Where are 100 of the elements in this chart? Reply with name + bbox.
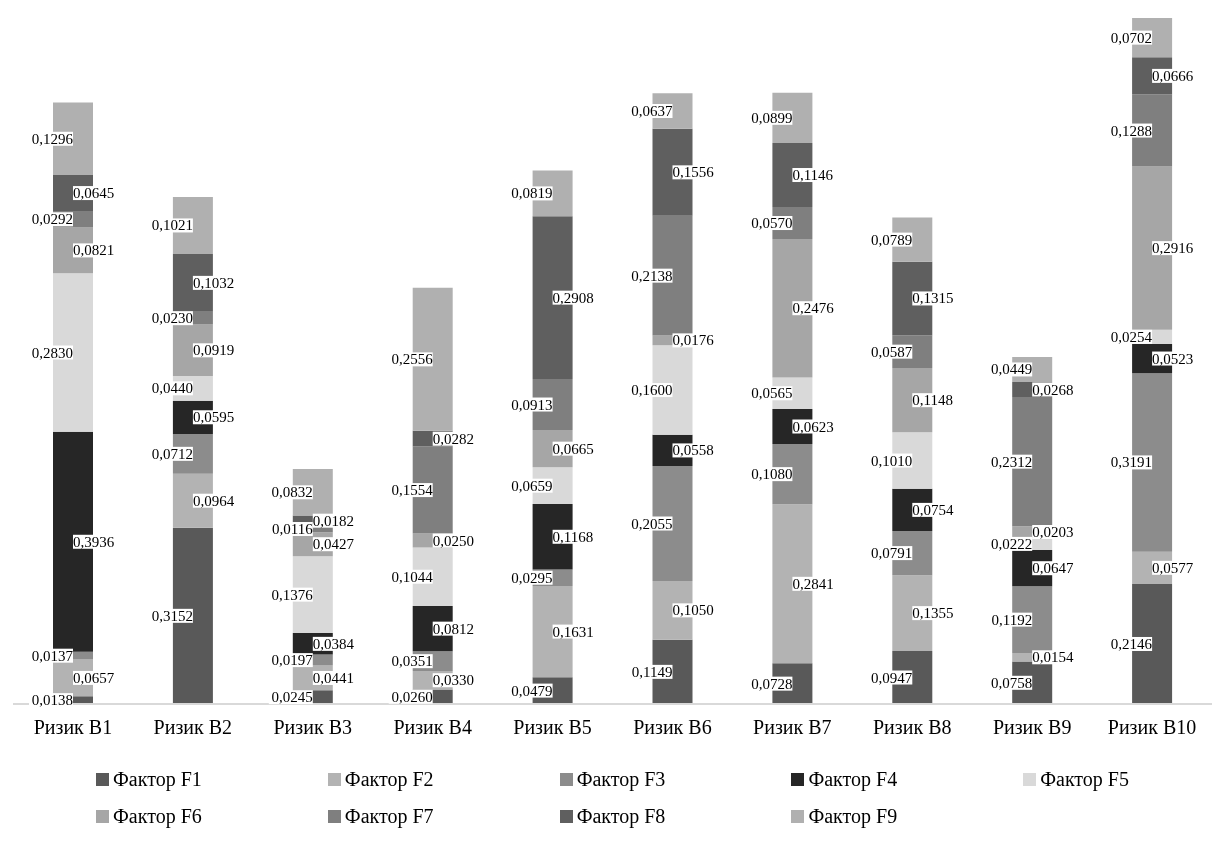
data-label: 0,0832 (271, 484, 313, 501)
data-label: 0,0449 (990, 361, 1033, 378)
data-label: 0,0659 (511, 477, 553, 494)
data-label: 0,0427 (312, 536, 355, 553)
data-label: 0,1148 (912, 392, 953, 409)
data-label: 0,0899 (751, 109, 793, 126)
data-label: 0,1021 (151, 217, 193, 234)
data-label: 0,1080 (751, 466, 793, 483)
legend-label: Фактор F2 (344, 768, 434, 791)
data-label: 0,0570 (751, 215, 793, 232)
data-label: 0,0637 (631, 103, 673, 119)
data-label: 0,2830 (31, 344, 73, 361)
legend-label: Фактор F9 (808, 805, 898, 828)
data-label: 0,1192 (991, 611, 1033, 628)
data-label: 0,3191 (1110, 454, 1153, 471)
x-tick-label: Ризик B2 (153, 716, 233, 739)
data-label: 0,2841 (792, 575, 834, 592)
data-label: 0,0351 (391, 653, 433, 670)
data-label: 0,0712 (151, 445, 193, 462)
data-label: 0,0577 (1152, 559, 1194, 576)
data-label: 0,1050 (672, 602, 714, 619)
data-label: 0,0116 (272, 521, 314, 538)
x-tick-label: Ризик B9 (992, 716, 1072, 739)
data-label: 0,1556 (672, 164, 715, 181)
x-tick-label: Ризик B1 (33, 716, 113, 739)
data-label: 0,0964 (192, 492, 235, 509)
data-label: 0,0913 (511, 396, 553, 413)
data-label: 0,0182 (312, 512, 355, 529)
legend-label: Фактор F3 (576, 768, 666, 791)
data-label: 0,0268 (1032, 381, 1074, 398)
data-label: 0,0523 (1152, 350, 1194, 367)
x-tick-label: Ризик B3 (273, 716, 352, 739)
data-label: 0,1032 (192, 274, 235, 291)
x-tick-label: Ризик B5 (513, 716, 592, 739)
data-label: 0,1355 (912, 605, 954, 622)
data-label: 0,0565 (751, 385, 793, 402)
data-label: 0,0595 (192, 409, 235, 426)
data-label: 0,0292 (31, 211, 73, 228)
data-label: 0,0758 (990, 674, 1033, 691)
data-label: 0,0222 (990, 535, 1033, 552)
data-label: 0,2312 (990, 453, 1033, 470)
data-label: 0,0137 (31, 647, 74, 664)
data-label: 0,2908 (552, 289, 594, 306)
data-label: 0,0384 (312, 635, 355, 652)
data-label: 0,0728 (751, 675, 793, 692)
x-tick-label: Ризик B10 (1107, 716, 1197, 739)
data-label: 0,0919 (192, 342, 235, 359)
data-label: 0,0197 (271, 652, 314, 669)
data-label: 0,0947 (871, 669, 913, 686)
data-label: 0,1600 (631, 382, 673, 399)
data-label: 0,1146 (792, 167, 834, 184)
data-label: 0,0665 (552, 440, 594, 457)
data-label: 0,0330 (432, 672, 474, 689)
data-label: 0,0558 (672, 442, 714, 459)
data-label: 0,0441 (312, 669, 355, 686)
x-tick-label: Ризик B7 (753, 716, 832, 739)
data-label: 0,3936 (73, 533, 115, 550)
data-label: 0,0282 (432, 430, 474, 447)
x-tick-label: Ризик B8 (873, 716, 952, 739)
data-label: 0,0203 (1032, 524, 1074, 541)
legend-label: Фактор F6 (113, 805, 202, 828)
legend-label: Фактор F1 (113, 768, 202, 791)
data-label: 0,0230 (151, 310, 193, 327)
legend-label: Фактор F7 (344, 805, 434, 828)
data-label: 0,0440 (151, 380, 193, 397)
data-label: 0,1631 (552, 623, 594, 640)
data-label: 0,2055 (631, 515, 673, 532)
data-label: 0,0791 (871, 545, 913, 562)
data-label: 0,0666 (1152, 67, 1194, 84)
data-label: 0,0260 (391, 688, 433, 705)
data-label: 0,0645 (73, 185, 115, 202)
data-label: 0,0479 (511, 682, 553, 699)
data-label: 0,0587 (871, 343, 913, 360)
x-tick-label: Ризик B4 (393, 716, 472, 739)
data-label: 0,2476 (792, 300, 835, 317)
data-label: 0,0819 (511, 185, 553, 202)
data-label: 0,0176 (672, 332, 715, 349)
data-label: 0,0138 (31, 692, 73, 709)
data-label: 0,1010 (871, 452, 913, 469)
x-tick-label: Ризик B6 (633, 716, 712, 739)
data-label: 0,2146 (1110, 635, 1153, 652)
data-label: 0,0821 (73, 242, 115, 259)
data-label: 0,0789 (871, 231, 913, 248)
data-label: 0,0295 (511, 569, 553, 586)
legend-label: Фактор F4 (808, 768, 898, 791)
data-label: 0,1288 (1110, 122, 1153, 139)
data-label: 0,2556 (391, 351, 434, 368)
data-label: 0,1554 (391, 482, 434, 499)
data-label: 0,0812 (432, 620, 474, 637)
data-label: 0,0254 (1110, 328, 1153, 345)
data-label: 0,2916 (1152, 240, 1194, 257)
data-label: 0,0657 (73, 669, 115, 686)
data-label: 0,1296 (31, 130, 74, 147)
data-label: 0,0623 (792, 418, 834, 435)
legend-label: Фактор F8 (576, 805, 666, 828)
data-label: 0,0250 (432, 532, 474, 549)
data-label: 0,0245 (271, 689, 313, 706)
data-label: 0,1044 (391, 568, 434, 585)
data-label: 0,0647 (1032, 560, 1074, 577)
data-label: 0,1376 (271, 586, 314, 603)
